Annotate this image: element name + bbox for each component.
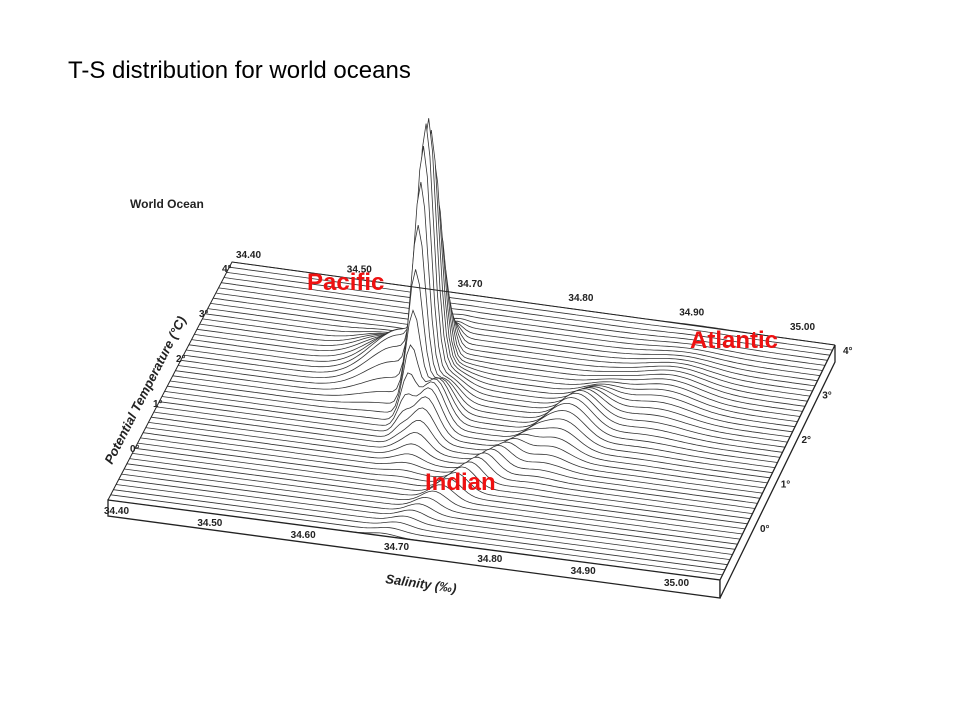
ridge-line [218, 287, 823, 371]
annotation: Atlantic [690, 327, 778, 354]
panel-label: World Ocean [130, 197, 204, 211]
ridge-line [202, 280, 808, 402]
ridge-line [142, 432, 753, 514]
ridge-line [199, 254, 806, 407]
tick-label: 1° [153, 399, 163, 410]
ridge-line [124, 468, 736, 550]
ridge-line [140, 437, 751, 520]
tick-label: 35.00 [664, 578, 689, 589]
tick-label: 34.90 [571, 566, 596, 577]
ridge-line [132, 453, 743, 535]
ridge-line [180, 146, 788, 443]
ridge-line [229, 266, 833, 351]
ridge-line [113, 489, 726, 571]
tick-label: 2° [176, 354, 186, 365]
tick-label: 34.50 [347, 264, 372, 275]
tick-label: 34.40 [104, 506, 129, 517]
side-face [719, 344, 836, 599]
ridge-line [226, 271, 831, 356]
tick-label: 34.70 [384, 542, 409, 553]
ridge-line [121, 473, 733, 555]
x-axis-label: Salinity (‰) [385, 571, 458, 596]
tick-label: 35.00 [790, 322, 815, 333]
ridge-line [167, 344, 776, 468]
ridge-line [210, 303, 816, 387]
tick-label: 34.40 [236, 250, 261, 261]
ridge-line [213, 297, 818, 382]
tick-label: 34.60 [291, 530, 316, 541]
ridge-line [169, 309, 778, 463]
tick-label: 0° [760, 524, 770, 535]
ridge-line [148, 422, 758, 504]
ridge-line [145, 427, 756, 509]
ridge-line [172, 269, 781, 458]
tick-label: 34.50 [197, 518, 222, 529]
ridge-line [221, 282, 826, 366]
ridge-fill [167, 345, 776, 482]
slide-title: T-S distribution for world oceans [68, 57, 411, 84]
ridge-line [118, 478, 731, 560]
ridge-fill [180, 146, 788, 457]
ridge-line [156, 406, 766, 489]
tick-label: 34.80 [568, 293, 593, 304]
tick-label: 34.70 [458, 279, 483, 290]
ridge-line [110, 494, 723, 576]
tick-label: 34.90 [679, 308, 704, 319]
ridge-line [164, 372, 773, 474]
ridge-line [223, 277, 828, 361]
tick-labels: 34.40 34.50 34.60 34.70 34.80 34.90 35.00 34.40… [104, 250, 853, 589]
ridge-line [196, 223, 803, 412]
tick-label: 3° [199, 309, 209, 320]
tick-label: 3° [822, 391, 832, 402]
ridge-fill [172, 269, 780, 472]
ridge-line [183, 123, 791, 438]
ridge-line [151, 416, 761, 499]
ridge-line [153, 411, 763, 494]
ridge-line [178, 181, 786, 448]
ridge-line [161, 387, 771, 479]
ridge-line [126, 463, 738, 545]
ridge-line [215, 292, 821, 377]
ridge-line [129, 458, 741, 540]
tick-label: 4° [222, 264, 232, 275]
tick-label: 0° [130, 444, 140, 455]
ridge-line [186, 118, 793, 433]
ridge-fill [196, 223, 803, 426]
ridge-line [116, 484, 728, 566]
annotation: Pacific [307, 269, 384, 296]
ridge-line [194, 188, 801, 417]
ridge-line [175, 225, 783, 453]
ridge-line [191, 155, 798, 422]
ridge-fill [188, 130, 795, 441]
tick-label: 2° [802, 435, 812, 446]
box-edge [107, 261, 836, 501]
ridge-plot [107, 118, 836, 594]
tick-label: 4° [843, 346, 853, 357]
ridge-line [159, 396, 768, 484]
ridge-line [188, 130, 796, 428]
annotation: Indian [425, 469, 496, 496]
tick-label: 1° [781, 480, 791, 491]
ridge-line [207, 308, 813, 392]
tick-label: 34.80 [477, 554, 502, 565]
ridge-line [204, 299, 811, 397]
